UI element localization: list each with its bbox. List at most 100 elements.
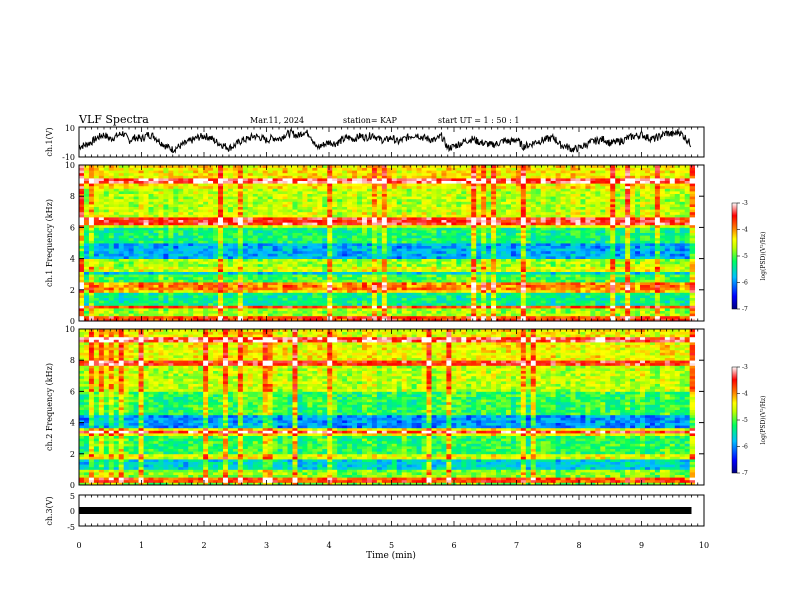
spectrogram-cell	[565, 222, 571, 226]
spectrogram-cell	[610, 313, 616, 317]
spectrogram-cell	[649, 237, 656, 241]
spectrogram-cell	[620, 248, 626, 252]
spectrogram-cell	[689, 305, 696, 309]
spectrogram-cell	[332, 227, 338, 231]
spectrogram-cell	[644, 305, 651, 309]
spectrogram-cell	[590, 243, 596, 246]
spectrogram-cell	[456, 276, 462, 280]
spectrogram-cell	[193, 308, 199, 311]
spectrogram-cell	[496, 305, 502, 309]
spectrogram-cell	[143, 217, 149, 220]
spectrogram-cell	[496, 230, 502, 233]
spectrogram-cell	[307, 292, 313, 296]
spectrogram-cell	[496, 245, 502, 249]
spectrogram-cell	[247, 245, 254, 249]
spectrogram-cell	[381, 253, 388, 257]
spectrogram-cell	[461, 235, 467, 239]
spectrogram-cell	[327, 227, 333, 231]
spectrogram-cell	[689, 292, 696, 296]
spectrogram-cell	[426, 287, 432, 291]
spectrogram-cell	[357, 308, 363, 311]
spectrogram-cell	[575, 248, 581, 252]
spectrogram-cell	[128, 250, 135, 254]
spectrogram-cell	[570, 284, 576, 288]
spectrogram-cell	[580, 269, 586, 272]
spectrogram-cell	[669, 235, 676, 239]
spectrogram-cell	[654, 274, 661, 278]
spectrogram-cell	[222, 219, 229, 223]
spectrogram-cell	[481, 217, 487, 220]
spectrogram-cell	[168, 295, 174, 298]
spectrogram-cell	[143, 289, 149, 293]
spectrogram-cell	[481, 227, 487, 231]
spectrogram-cell	[118, 219, 125, 223]
spectrogram-cell	[486, 232, 492, 236]
spectrogram-cell	[332, 224, 338, 228]
spectrogram-cell	[222, 289, 229, 293]
spectrogram-cell	[83, 250, 90, 254]
spectrogram-cell	[659, 240, 666, 244]
spectrogram-cell	[496, 274, 502, 278]
spectrogram-cell	[297, 261, 303, 265]
spectrogram-cell	[640, 318, 646, 322]
spectrogram-cell	[188, 266, 194, 270]
spectrogram-cell	[610, 256, 616, 259]
spectrogram-cell	[198, 261, 204, 265]
spectrogram-cell	[347, 261, 353, 265]
spectrogram-cell	[555, 269, 561, 272]
spectrogram-cell	[287, 253, 293, 257]
spectrogram-cell	[232, 295, 239, 298]
spectrogram-cell	[401, 217, 408, 220]
spectrogram-cell	[242, 250, 249, 254]
spectrogram-cell	[128, 266, 135, 270]
spectrogram-cell	[208, 276, 214, 280]
spectrogram-cell	[307, 287, 313, 291]
spectrogram-cell	[108, 237, 115, 241]
spectrogram-cell	[242, 266, 249, 270]
spectrogram-cell	[366, 235, 373, 239]
spectrogram-cell	[183, 237, 189, 241]
spectrogram-cell	[242, 297, 249, 301]
spectrogram-cell	[183, 245, 189, 249]
spectrogram-cell	[590, 261, 596, 265]
spectrogram-cell	[307, 308, 313, 311]
spectrogram-cell	[416, 302, 422, 306]
spectrogram-cell	[664, 297, 671, 301]
spectrogram-cell	[505, 243, 512, 246]
spectrogram-cell	[123, 240, 130, 244]
spectrogram-cell	[93, 271, 100, 275]
spectrogram-cell	[148, 302, 154, 306]
spectrogram-cell	[580, 256, 586, 259]
spectrogram-cell	[570, 222, 576, 226]
spectrogram-cell	[615, 292, 621, 296]
spectrogram-cell	[332, 266, 338, 270]
spectrogram-cell	[148, 230, 154, 233]
spectrogram-cell	[128, 219, 135, 223]
spectrogram-cell	[481, 300, 487, 304]
spectrogram-cell	[446, 315, 452, 319]
spectrogram-cell	[282, 274, 288, 278]
spectrogram-cell	[282, 308, 288, 311]
spectrogram-cell	[168, 302, 174, 306]
spectrogram-cell	[322, 279, 328, 283]
spectrogram-cell	[406, 292, 413, 296]
spectrogram-cell	[406, 300, 413, 304]
spectrogram-cell	[163, 271, 169, 275]
spectrogram-cell	[595, 245, 601, 249]
spectrogram-cell	[108, 305, 115, 309]
spectrogram-cell	[381, 308, 388, 311]
spectrogram-cell	[168, 222, 174, 226]
spectrogram-cell	[153, 256, 159, 259]
spectrogram-cell	[371, 313, 378, 317]
spectrogram-cell	[491, 266, 497, 270]
spectrogram-cell	[158, 287, 164, 291]
spectrogram-cell	[580, 318, 586, 322]
spectrogram-cell	[332, 248, 338, 252]
spectrogram-cell	[183, 219, 189, 223]
spectrogram-cell	[416, 235, 422, 239]
spectrogram-cell	[451, 237, 457, 241]
spectrogram-cell	[168, 248, 174, 252]
spectrogram-cell	[416, 284, 422, 288]
spectrogram-cell	[431, 279, 437, 283]
spectrogram-cell	[585, 217, 591, 220]
